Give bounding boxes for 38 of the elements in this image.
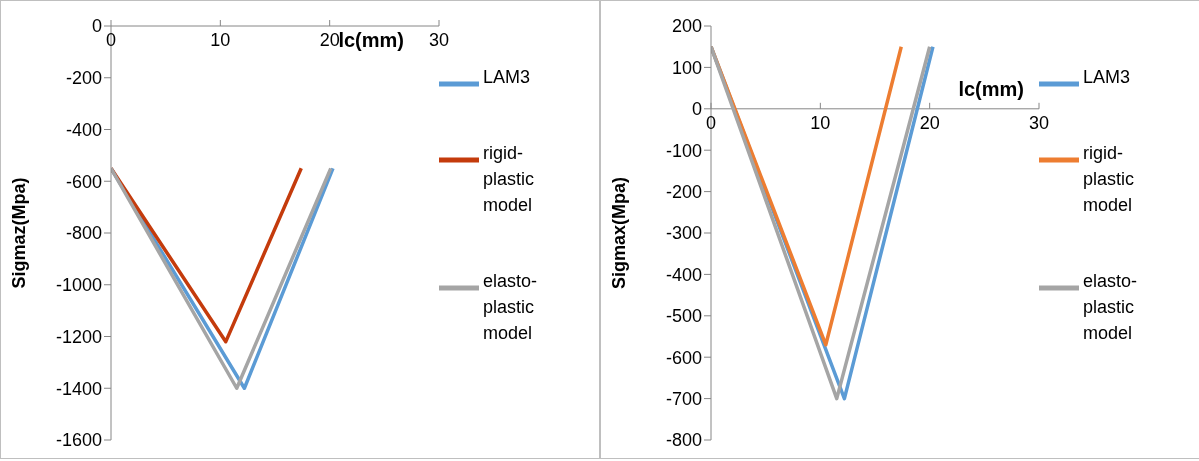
- y-tick-label: -800: [665, 430, 702, 451]
- x-tick-label: 10: [810, 112, 831, 133]
- y-tick-label: -700: [665, 388, 702, 409]
- y-tick-label: -100: [665, 140, 702, 161]
- y-tick-label: -600: [665, 347, 702, 368]
- x-tick-label: 20: [919, 112, 940, 133]
- x-tick-label: 30: [1028, 112, 1050, 133]
- x-tick-label: 20: [319, 30, 340, 50]
- x-tick-label: 10: [210, 30, 231, 50]
- x-tick-label: 30: [428, 30, 450, 50]
- y-tick-label: -300: [665, 223, 702, 244]
- legend-label: elasto-plastic model: [1083, 269, 1139, 345]
- y-tick-label: -400: [65, 119, 102, 140]
- y-tick-label: 100: [671, 57, 702, 78]
- y-tick-label: -1000: [55, 275, 102, 296]
- x-tick-label: 0: [705, 112, 717, 133]
- legend-label: LAM3: [483, 65, 532, 89]
- legend-label: rigid-plastic model: [483, 141, 536, 217]
- legend-label: elasto-plastic model: [483, 269, 539, 345]
- y-tick-label: -1600: [55, 430, 102, 451]
- y-tick-label: -400: [665, 264, 702, 285]
- y-tick-label: -200: [665, 181, 702, 202]
- y-tick-label: -1400: [55, 378, 102, 399]
- y-tick-label: 0: [91, 16, 102, 37]
- x-axis-title: lc(mm): [958, 77, 1024, 100]
- y-tick-label: 200: [671, 16, 702, 37]
- legend-label: rigid-plastic model: [1083, 141, 1136, 217]
- y-tick-label: 0: [691, 99, 702, 120]
- y-tick-label: -800: [65, 223, 102, 244]
- y-axis-title: Sigmaz(Mpa): [9, 177, 30, 289]
- x-axis-title: lc(mm): [338, 29, 404, 52]
- legend-label: LAM3: [1083, 65, 1132, 89]
- y-tick-label: -500: [665, 306, 702, 327]
- y-axis-title: Sigmax(Mpa): [609, 176, 630, 290]
- x-tick-label: 0: [105, 30, 117, 50]
- y-tick-label: -600: [65, 171, 102, 192]
- y-tick-label: -200: [65, 68, 102, 89]
- y-tick-label: -1200: [55, 326, 102, 347]
